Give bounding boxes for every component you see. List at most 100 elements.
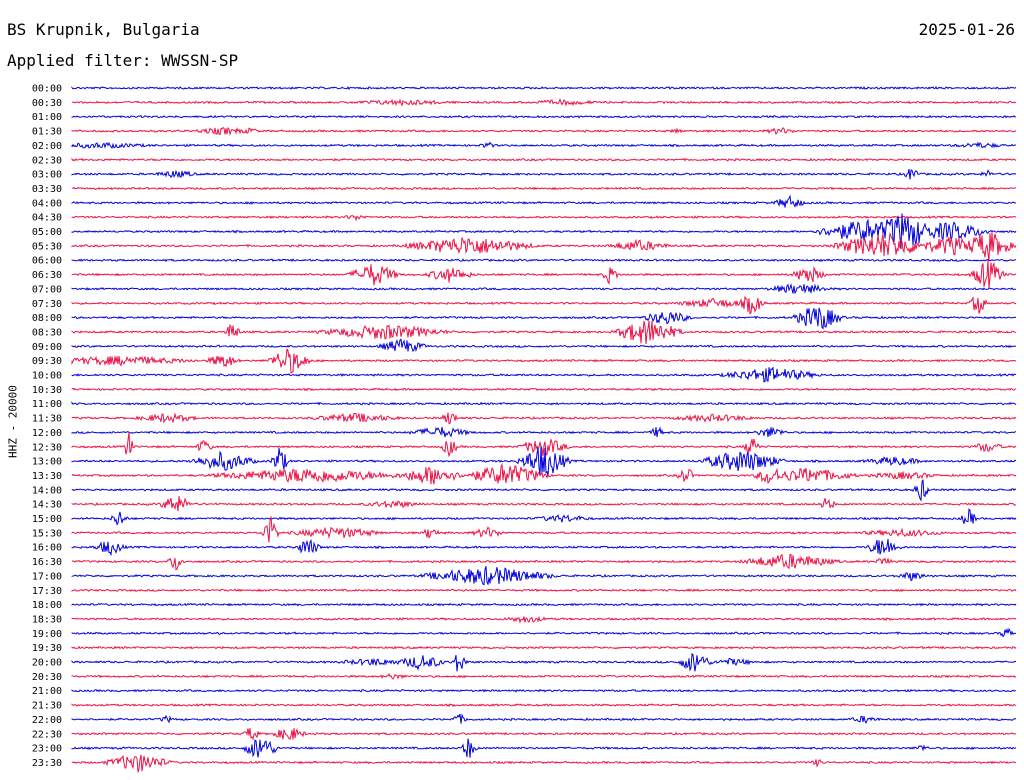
trace-row (71, 462, 1017, 485)
trace-row (71, 754, 1016, 773)
trace-row (71, 194, 1017, 208)
trace-row (71, 295, 1017, 315)
row-time-label: 21:00 (32, 686, 62, 697)
row-time-label: 02:00 (32, 141, 62, 152)
trace-row (71, 141, 1017, 149)
row-time-label: 23:00 (32, 744, 62, 755)
trace-row (71, 673, 1017, 680)
row-time-label: 10:00 (32, 371, 62, 382)
row-time-label: 20:30 (32, 672, 62, 683)
trace-row (71, 566, 1017, 586)
row-time-label: 13:30 (32, 471, 62, 482)
trace-row (71, 431, 1017, 458)
row-time-label: 06:30 (32, 270, 62, 281)
row-time-label: 15:00 (32, 514, 62, 525)
trace-row (71, 320, 1017, 345)
row-time-label: 22:30 (32, 729, 62, 740)
row-time-label: 20:00 (32, 658, 62, 669)
trace-row (71, 713, 1017, 725)
trace-row (71, 516, 1017, 543)
row-time-label: 12:00 (32, 428, 62, 439)
trace-row (71, 214, 1017, 222)
trace-row (71, 114, 1017, 119)
trace-row (71, 157, 1017, 162)
row-time-label: 02:30 (32, 155, 62, 166)
trace-row (71, 539, 1017, 557)
row-time-label: 19:30 (32, 643, 62, 654)
row-time-label: 00:00 (32, 84, 62, 95)
row-time-label: 16:00 (32, 543, 62, 554)
trace-row (71, 338, 1017, 353)
filter-label: Applied filter: WWSSN-SP (7, 51, 239, 70)
row-time-label: 05:30 (32, 241, 62, 252)
trace-row (71, 260, 1017, 289)
row-time-label: 13:00 (32, 457, 62, 468)
row-time-label: 22:00 (32, 715, 62, 726)
trace-row (71, 387, 1017, 392)
trace-row (71, 703, 1017, 708)
trace-row (71, 602, 1017, 607)
trace-row (71, 186, 1017, 191)
row-time-label: 09:00 (32, 342, 62, 353)
row-time-label: 00:30 (32, 98, 62, 109)
row-time-label: 06:00 (32, 256, 62, 267)
trace-row (71, 231, 1017, 261)
trace-row (71, 307, 1017, 330)
trace-row (71, 426, 1017, 438)
row-time-label: 17:00 (32, 571, 62, 582)
row-time-label: 05:00 (32, 227, 62, 238)
trace-row (71, 282, 1017, 295)
trace-row (71, 553, 1017, 571)
row-time-label: 21:30 (32, 701, 62, 712)
trace-row (71, 168, 1017, 180)
trace-row (71, 588, 1017, 593)
row-time-label: 12:30 (32, 442, 62, 453)
trace-row (71, 401, 1017, 406)
trace-row (71, 213, 1017, 250)
row-time-label: 09:30 (32, 356, 62, 367)
row-time-label: 14:00 (32, 485, 62, 496)
row-time-label: 17:30 (32, 586, 62, 597)
row-time-label: 01:30 (32, 127, 62, 138)
row-time-label: 03:00 (32, 170, 62, 181)
trace-row (71, 688, 1017, 693)
trace-row (71, 366, 1017, 383)
row-time-label: 04:00 (32, 198, 62, 209)
trace-row (71, 653, 1017, 672)
row-time-label: 19:00 (32, 629, 62, 640)
trace-row (71, 98, 1017, 107)
row-time-label: 08:00 (32, 313, 62, 324)
row-time-label: 07:00 (32, 284, 62, 295)
trace-row (71, 85, 1017, 90)
row-time-label: 03:30 (32, 184, 62, 195)
trace-row (71, 508, 1017, 526)
row-time-label: 11:30 (32, 414, 62, 425)
plot-date: 2025-01-26 (918, 20, 1015, 39)
row-time-label: 16:30 (32, 557, 62, 568)
trace-row (71, 496, 1017, 512)
trace-row (71, 615, 1017, 624)
trace-row (71, 727, 1017, 741)
trace-row (71, 348, 1017, 374)
row-time-label: 11:00 (32, 399, 62, 410)
row-time-label: 23:30 (32, 758, 62, 769)
row-time-label: 04:30 (32, 213, 62, 224)
trace-row (71, 126, 1017, 136)
row-time-label: 14:30 (32, 500, 62, 511)
row-time-label: 08:30 (32, 327, 62, 338)
row-time-label: 07:30 (32, 299, 62, 310)
row-time-label: 18:30 (32, 614, 62, 625)
trace-row (71, 738, 1017, 758)
trace-row (71, 258, 1017, 263)
row-time-label: 01:00 (32, 112, 62, 123)
station-title: BS Krupnik, Bulgaria (7, 20, 200, 39)
trace-row (71, 627, 1017, 638)
row-time-label: 18:00 (32, 600, 62, 611)
trace-row (71, 645, 1017, 650)
trace-row (71, 479, 1017, 502)
trace-row (71, 412, 1017, 424)
row-time-label: 15:30 (32, 528, 62, 539)
row-time-label: 10:30 (32, 385, 62, 396)
trace-row (71, 445, 1017, 477)
